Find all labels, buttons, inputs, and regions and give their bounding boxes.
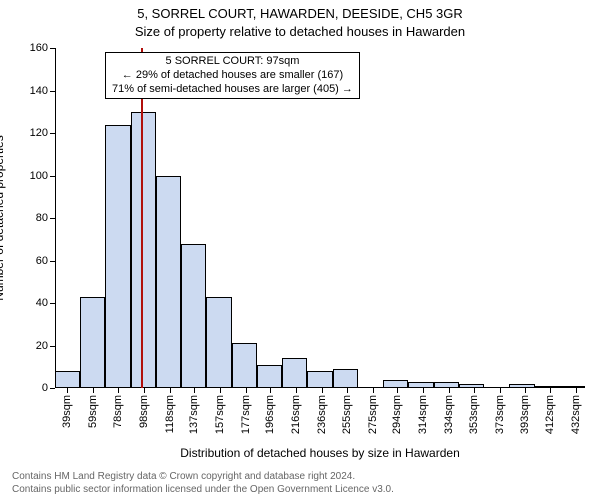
x-tick-label: 78sqm — [112, 388, 124, 428]
histogram-bar — [333, 369, 358, 388]
y-tick-label: 80 — [15, 212, 48, 224]
chart-root: { "chart": { "type": "histogram", "title… — [0, 0, 600, 500]
footer-line: Contains HM Land Registry data © Crown c… — [12, 471, 394, 484]
y-axis-label: Number of detached properties — [0, 135, 6, 300]
histogram-bar — [206, 297, 231, 388]
x-tick-label: 393sqm — [519, 388, 531, 434]
y-tick-label: 0 — [15, 382, 48, 394]
x-tick-label: 59sqm — [87, 388, 99, 428]
y-tick — [50, 133, 55, 134]
y-tick — [50, 48, 55, 49]
x-tick-label: 334sqm — [443, 388, 455, 434]
x-tick-label: 275sqm — [367, 388, 379, 434]
histogram-bar — [282, 358, 307, 388]
y-tick — [50, 388, 55, 389]
x-tick-label: 353sqm — [468, 388, 480, 434]
y-tick-label: 160 — [15, 42, 48, 54]
attribution-footer: Contains HM Land Registry data © Crown c… — [12, 471, 394, 496]
x-tick-label: 196sqm — [264, 388, 276, 434]
chart-title: 5, SORREL COURT, HAWARDEN, DEESIDE, CH5 … — [0, 0, 600, 22]
y-tick-label: 140 — [15, 85, 48, 97]
y-tick — [50, 91, 55, 92]
histogram-bar — [105, 125, 130, 389]
y-tick — [50, 303, 55, 304]
footer-line: Contains public sector information licen… — [12, 484, 394, 497]
x-tick-label: 177sqm — [240, 388, 252, 434]
y-tick-label: 120 — [15, 127, 48, 139]
y-tick-label: 40 — [15, 297, 48, 309]
y-tick-label: 100 — [15, 170, 48, 182]
x-tick-label: 314sqm — [417, 388, 429, 434]
x-tick-label: 373sqm — [494, 388, 506, 434]
histogram-bar — [181, 244, 206, 389]
histogram-bar — [156, 176, 181, 389]
x-tick-label: 216sqm — [290, 388, 302, 434]
x-tick-label: 137sqm — [188, 388, 200, 434]
y-tick — [50, 346, 55, 347]
y-tick-label: 20 — [15, 340, 48, 352]
x-tick-label: 432sqm — [570, 388, 582, 434]
y-tick — [50, 218, 55, 219]
x-tick-label: 412sqm — [544, 388, 556, 434]
x-axis-label: Distribution of detached houses by size … — [55, 446, 585, 460]
annotation-line: ← 29% of detached houses are smaller (16… — [112, 69, 353, 83]
annotation-line: 5 SORREL COURT: 97sqm — [112, 55, 353, 69]
y-tick — [50, 261, 55, 262]
annotation-line: 71% of semi-detached houses are larger (… — [112, 83, 353, 97]
histogram-bar — [232, 343, 257, 388]
x-tick-label: 236sqm — [316, 388, 328, 434]
annotation-box: 5 SORREL COURT: 97sqm← 29% of detached h… — [105, 52, 360, 99]
histogram-bar — [307, 371, 332, 388]
chart-subtitle: Size of property relative to detached ho… — [0, 22, 600, 40]
x-tick-label: 39sqm — [61, 388, 73, 428]
x-tick-label: 255sqm — [341, 388, 353, 434]
histogram-bar — [383, 380, 408, 389]
histogram-bar — [80, 297, 105, 388]
y-tick-label: 60 — [15, 255, 48, 267]
x-tick-label: 118sqm — [164, 388, 176, 433]
histogram-bar — [55, 371, 80, 388]
y-tick — [50, 176, 55, 177]
histogram-bar — [257, 365, 282, 388]
x-tick-label: 157sqm — [214, 388, 226, 434]
x-tick-label: 294sqm — [391, 388, 403, 434]
x-tick-label: 98sqm — [138, 388, 150, 428]
